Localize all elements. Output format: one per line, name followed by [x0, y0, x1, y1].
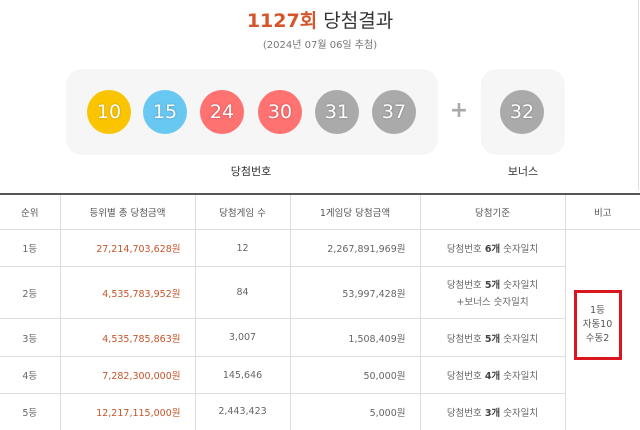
criteria-pre: 당첨번호 [446, 333, 482, 345]
divider [638, 0, 639, 190]
ball: 37 [372, 90, 416, 134]
header-row: 순위 등위별 총 당첨금액 당첨게임 수 1게임당 당첨금액 당첨기준 비고 [0, 193, 640, 230]
winners: 12 [194, 229, 290, 267]
criteria-pre: 당첨번호 [446, 371, 482, 382]
criteria: 당첨번호 3개 숫자일치 [419, 393, 565, 430]
draw-date: (2024년 07월 06일 추첨) [262, 40, 378, 51]
criteria-pre: 당첨번호 [446, 244, 482, 255]
criteria-count: 6개 [484, 244, 501, 255]
row: 1등 27,214,703,628원 12 2,267,891,969원 당첨번호 6개… [0, 229, 640, 430]
criteria: 당첨번호 6개 숫자일치 [419, 229, 565, 267]
per-game-prize: 2,267,891,969원 [289, 229, 420, 267]
criteria-post: 숫자일치 [503, 244, 539, 255]
note-line: 1등 [590, 305, 605, 316]
header-cell: 등위별 총 당첨금액 [59, 193, 195, 230]
total-prize: 4,535,783,952원 [59, 266, 195, 319]
rank: 3등 [0, 318, 60, 357]
criteria-post: 숫자일치 [503, 333, 539, 345]
criteria-post: 숫자일치 [503, 371, 539, 382]
ball: 30 [258, 90, 302, 134]
criteria-pre: 당첨번호 [446, 280, 482, 291]
criteria-pre: 당첨번호 [446, 407, 482, 419]
criteria-post: 숫자일치 [503, 407, 539, 419]
per-game-prize: 53,997,428원 [289, 266, 420, 319]
total-prize: 4,535,785,863원 [59, 318, 195, 357]
total-prize: 7,282,300,000원 [59, 356, 195, 394]
criteria: 당첨번호 5개 숫자일치 +보너스 숫자일치 [419, 266, 565, 319]
plus: + [449, 98, 469, 123]
criteria: 당첨번호 5개 숫자일치 [419, 318, 565, 357]
row: 4등 7,282,300,000원 145,646 50,000원 당첨번호 4개 숫자… [0, 356, 640, 394]
ball: 10 [87, 90, 131, 134]
criteria: 당첨번호 4개 숫자일치 [419, 356, 565, 394]
criteria-line: 당첨번호 4개 숫자일치 [421, 368, 565, 382]
header-cell: 순위 [0, 193, 60, 230]
row: 5등 12,217,115,000원 2,443,423 5,000원 당첨번호 3개 … [0, 393, 640, 430]
header-cell: 1게임당 당첨금액 [289, 193, 420, 230]
winners: 3,007 [194, 318, 290, 357]
header-cell: 비고 [564, 193, 640, 230]
winners: 2,443,423 [194, 393, 290, 430]
row: 2등 4,535,783,952원 84 53,997,428원 당첨번호 5개 숫자일… [0, 266, 640, 319]
total-prize: 27,214,703,628원 [59, 229, 195, 267]
criteria-count: 4개 [484, 371, 501, 382]
note-line: 자동10 [582, 319, 613, 330]
header-cell: 당첨게임 수 [194, 193, 290, 230]
criteria-line: 당첨번호 5개 숫자일치 [421, 277, 565, 291]
prize-table: 순위 등위별 총 당첨금액 당첨게임 수 1게임당 당첨금액 당첨기준 비고 1등 27,21… [0, 193, 640, 430]
rank: 4등 [0, 356, 60, 394]
criteria-post: 숫자일치 [503, 280, 539, 291]
bonus-ball: 32 [500, 90, 544, 134]
rank: 1등 [0, 229, 60, 267]
criteria-extra: +보너스 숫자일치 [456, 297, 529, 308]
total-prize: 12,217,115,000원 [59, 393, 195, 430]
winners: 145,646 [194, 356, 290, 394]
rank: 2등 [0, 266, 60, 319]
note-line: 수동2 [585, 333, 610, 344]
ball: 15 [143, 90, 187, 134]
round: 1127회 [246, 10, 318, 32]
criteria-count: 5개 [484, 333, 501, 345]
balls-label: 당첨번호 [230, 165, 272, 178]
criteria-line: 당첨번호 5개 숫자일치 [421, 331, 565, 345]
title-text: 당첨결과 [323, 10, 394, 32]
rank: 5등 [0, 393, 60, 430]
criteria-count: 5개 [484, 280, 501, 291]
criteria-line: 당첨번호 3개 숫자일치 [421, 405, 565, 419]
row: 3등 4,535,785,863원 3,007 1,508,409원 당첨번호 5개 숫… [0, 318, 640, 357]
per-game-prize: 1,508,409원 [289, 318, 420, 357]
header-cell: 당첨기준 [419, 193, 565, 230]
ball: 24 [200, 90, 244, 134]
title: 1127회 당첨결과 [0, 6, 640, 33]
criteria-count: 3개 [484, 407, 501, 419]
ball: 31 [315, 90, 359, 134]
winners: 84 [194, 266, 290, 319]
per-game-prize: 50,000원 [289, 356, 420, 394]
bonus-label: 보너스 [507, 165, 539, 178]
per-game-prize: 5,000원 [289, 393, 420, 430]
criteria-line: 당첨번호 6개 숫자일치 [421, 241, 565, 255]
